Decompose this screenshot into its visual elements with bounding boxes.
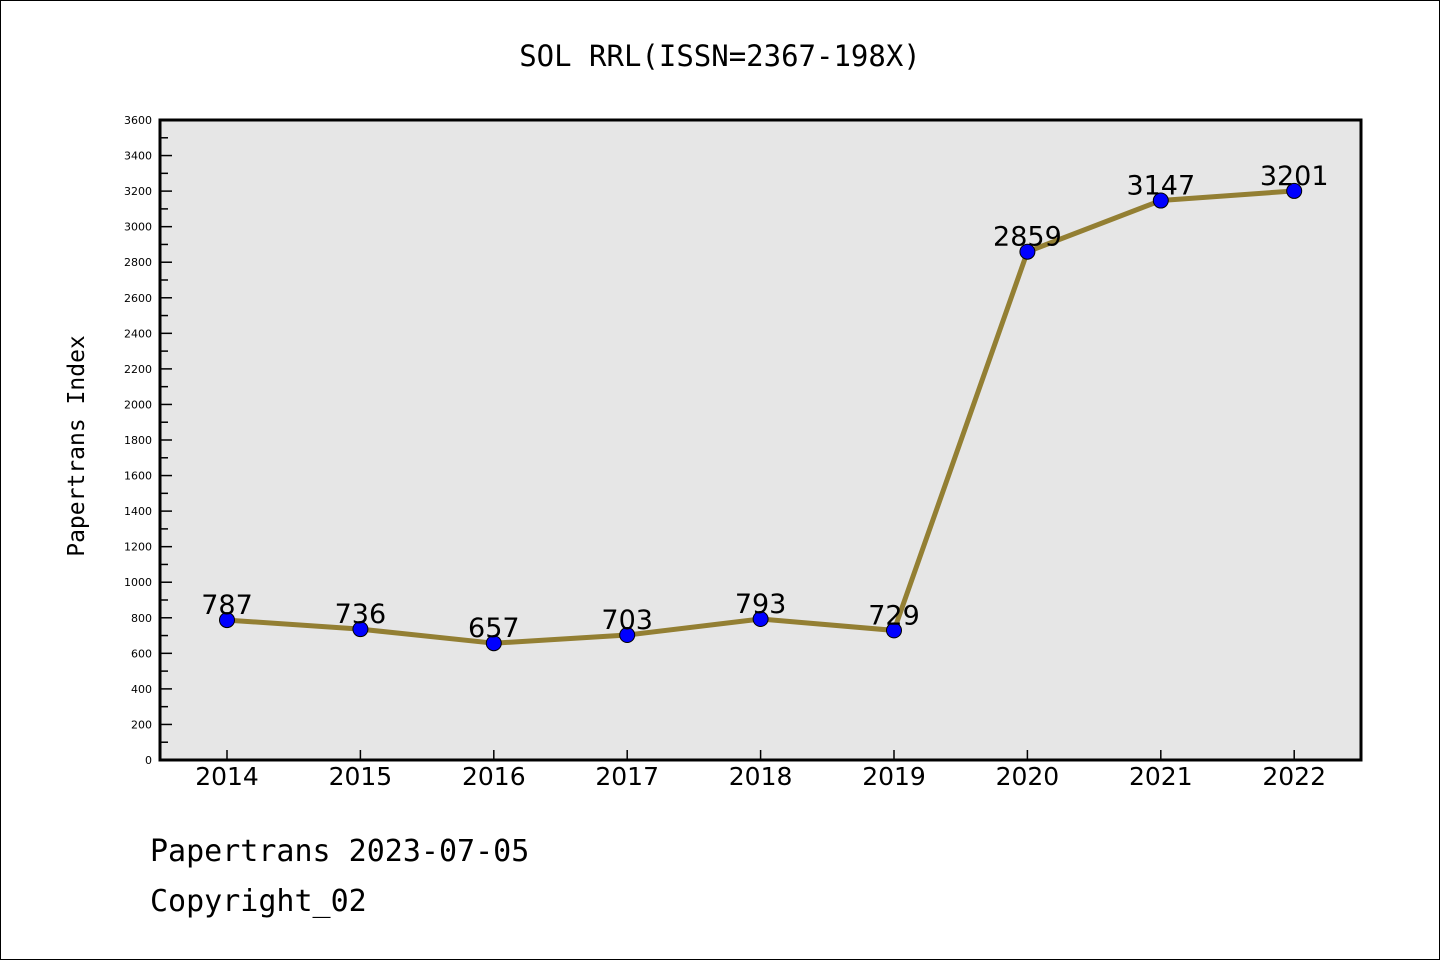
x-tick-label: 2015: [329, 762, 393, 791]
footer-copyright: Copyright_02: [150, 884, 367, 919]
x-tick-label: 2014: [195, 762, 259, 791]
data-label: 3201: [1260, 161, 1329, 192]
y-tick-label: 3200: [124, 185, 152, 198]
data-label: 2859: [993, 222, 1062, 253]
x-tick-label: 2017: [595, 762, 659, 791]
data-label: 793: [735, 589, 787, 620]
y-axis-label: Papertrans Index: [64, 335, 90, 557]
x-tick-label: 2016: [462, 762, 526, 791]
y-tick-label: 1400: [124, 505, 152, 518]
y-tick-label: 600: [131, 647, 152, 660]
data-label: 3147: [1126, 171, 1195, 202]
y-tick-label: 2200: [124, 363, 152, 376]
y-tick-label: 1600: [124, 470, 152, 483]
data-label: 729: [868, 600, 920, 631]
x-tick-label: 2018: [729, 762, 793, 791]
data-point: [219, 612, 235, 629]
y-tick-label: 3000: [124, 221, 152, 234]
y-tick-label: 2600: [124, 292, 152, 305]
data-label: 787: [201, 590, 253, 621]
y-tick-label: 3600: [124, 114, 152, 127]
x-tick-label: 2021: [1129, 762, 1193, 791]
y-tick-label: 800: [131, 612, 152, 625]
data-point: [619, 627, 636, 644]
data-point: [752, 611, 769, 628]
y-tick-label: 2000: [124, 398, 152, 411]
y-tick-label: 2800: [124, 256, 152, 269]
data-label: 736: [335, 599, 387, 630]
y-tick-label: 1000: [124, 576, 152, 589]
data-point: [1019, 243, 1036, 260]
x-tick-label: 2020: [996, 762, 1060, 791]
chart-title: SOL RRL(ISSN=2367-198X): [519, 39, 921, 73]
x-tick-label: 2022: [1262, 762, 1326, 791]
data-point: [1286, 182, 1303, 199]
footer-date: Papertrans 2023-07-05: [150, 834, 530, 869]
data-label: 703: [601, 605, 653, 636]
y-tick-label: 200: [131, 718, 152, 731]
x-tick-label: 2019: [862, 762, 926, 791]
y-tick-label: 1200: [124, 541, 152, 554]
data-point: [485, 635, 502, 652]
y-tick-label: 3400: [124, 150, 152, 163]
data-point: [886, 622, 902, 639]
data-point: [1152, 192, 1169, 209]
plot-area: [158, 118, 1363, 762]
y-tick-label: 0: [145, 754, 152, 767]
y-tick-label: 1800: [124, 434, 152, 447]
y-tick-label: 400: [131, 683, 152, 696]
data-point: [352, 621, 369, 638]
y-tick-label: 2400: [124, 327, 152, 340]
data-label: 657: [468, 613, 520, 644]
